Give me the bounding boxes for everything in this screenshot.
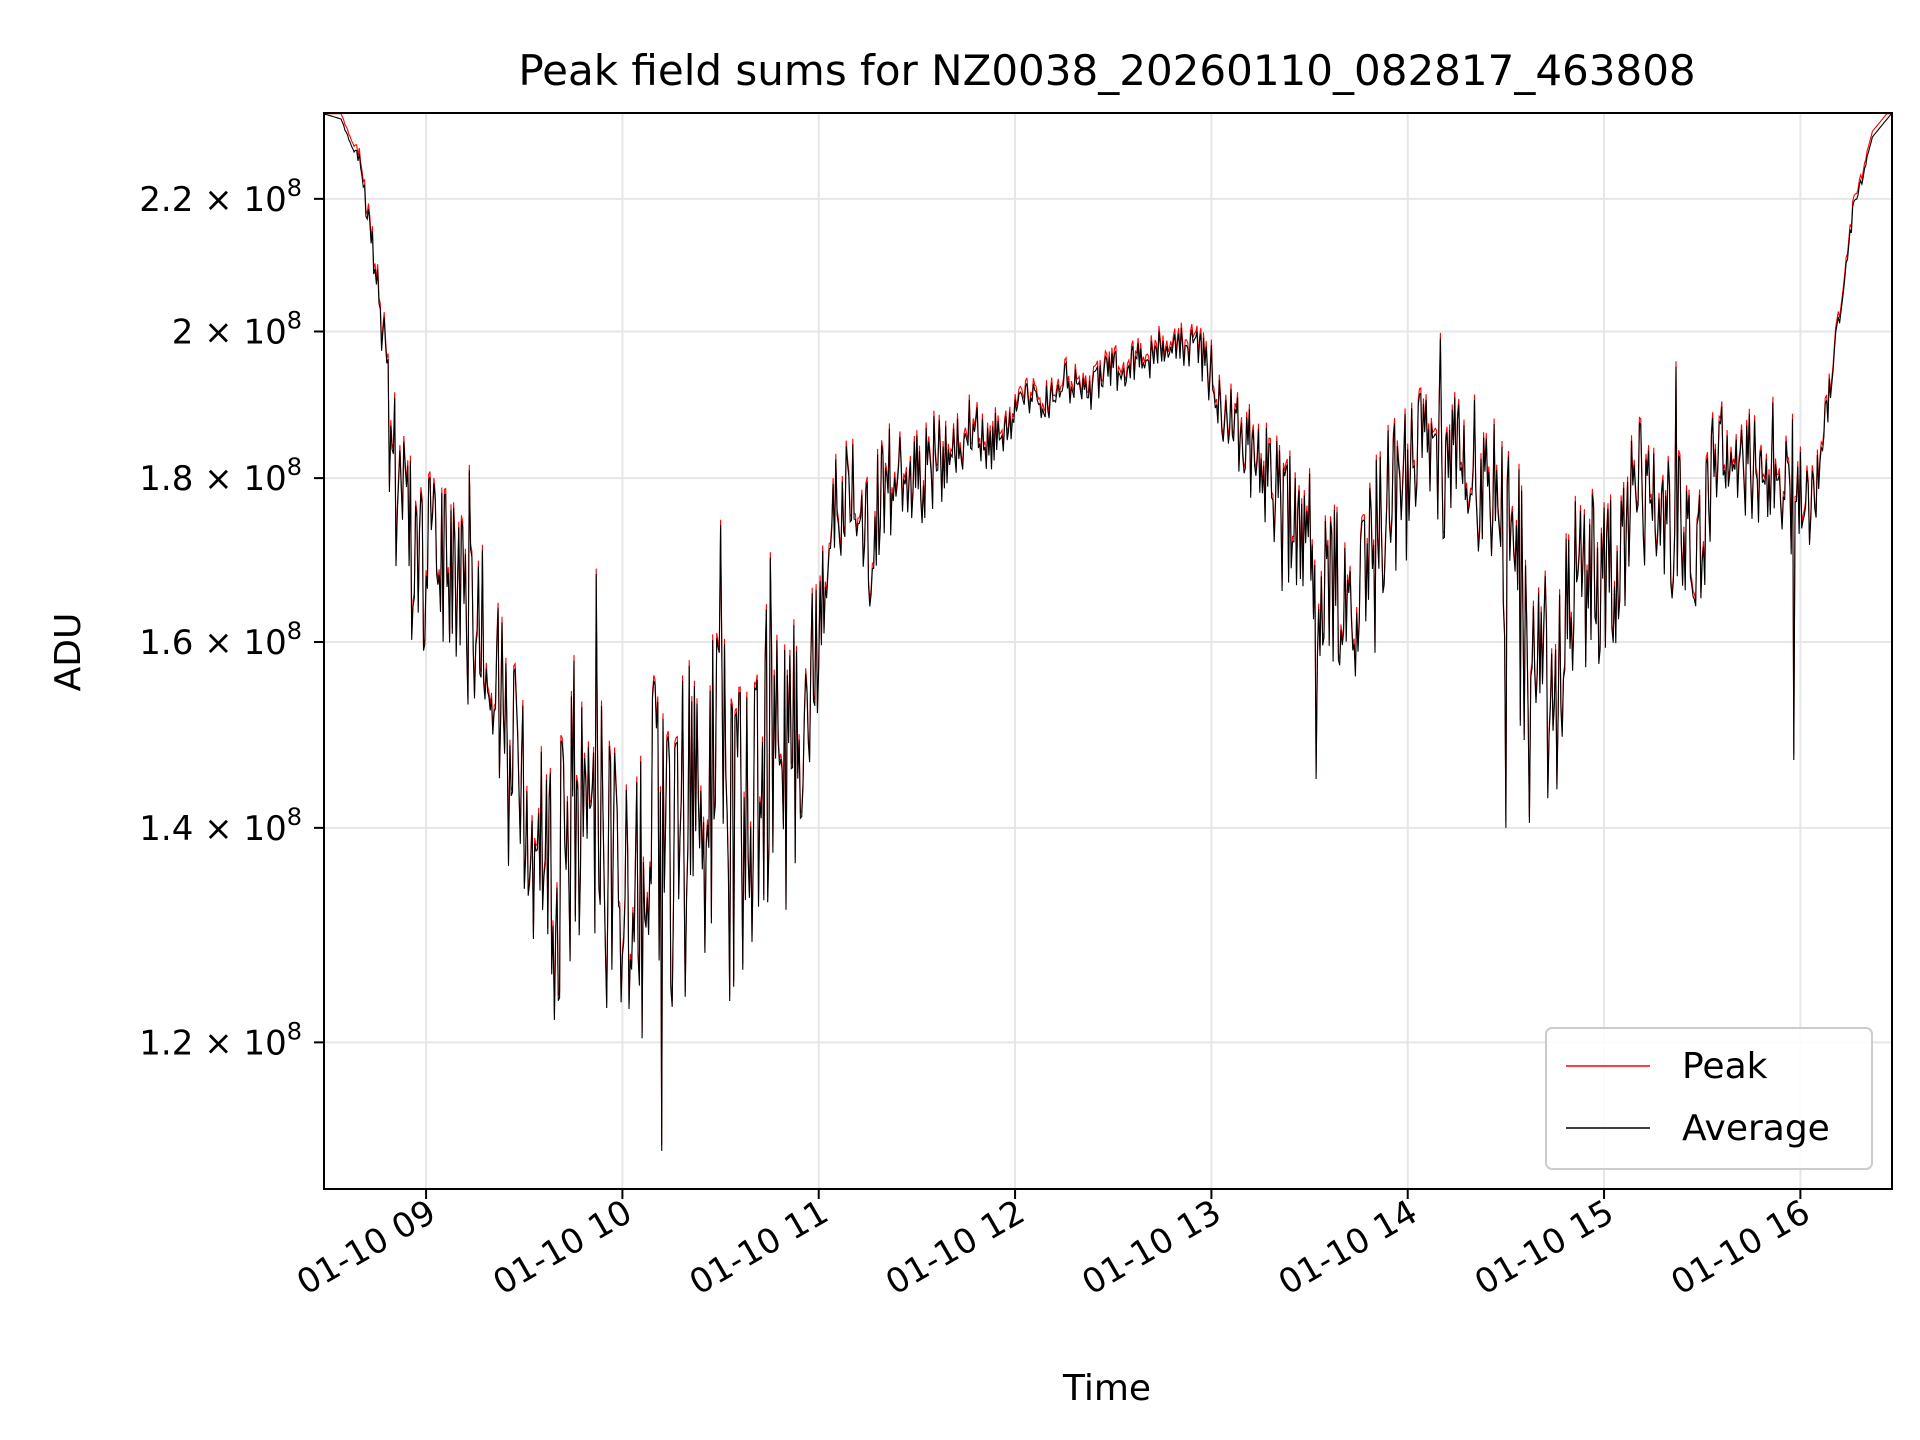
legend-label-peak: Peak [1682, 1046, 1768, 1087]
y-tick-label: 1.4 × 108 [139, 803, 302, 849]
x-tick-label: 01-10 13 [1076, 1192, 1228, 1303]
y-tick-label: 2 × 108 [172, 306, 302, 352]
x-axis: 01-10 09 01-10 10 01-10 11 01-10 12 01-10 13… [290, 1189, 1817, 1303]
y-tick-label: 1.8 × 108 [139, 453, 302, 499]
chart-title: Peak field sums for NZ0038_20260110_0828… [518, 46, 1695, 95]
legend-label-average: Average [1682, 1108, 1830, 1149]
y-axis: 1.2 × 108 1.4 × 108 1.6 × 108 1.8 × 108 2 × … [139, 174, 324, 1063]
y-tick-label: 1.6 × 108 [139, 617, 302, 663]
y-tick-label: 1.2 × 108 [139, 1017, 302, 1063]
x-tick-label: 01-10 09 [290, 1192, 442, 1303]
x-tick-label: 01-10 16 [1664, 1192, 1816, 1303]
series-line-average [324, 113, 1892, 1151]
x-axis-label: Time [1062, 1368, 1151, 1409]
x-tick-label: 01-10 11 [683, 1192, 835, 1303]
y-axis-label: ADU [48, 613, 89, 692]
x-tick-label: 01-10 15 [1468, 1192, 1620, 1303]
grid [324, 113, 1892, 1189]
legend: Peak Average [1545, 1027, 1873, 1170]
x-tick-label: 01-10 10 [487, 1192, 639, 1303]
legend-box [1545, 1027, 1873, 1170]
x-tick-label: 01-10 12 [879, 1192, 1031, 1303]
plot-frame [323, 112, 1893, 1190]
y-tick-label: 2.2 × 108 [139, 174, 302, 220]
x-tick-label: 01-10 14 [1272, 1192, 1424, 1303]
